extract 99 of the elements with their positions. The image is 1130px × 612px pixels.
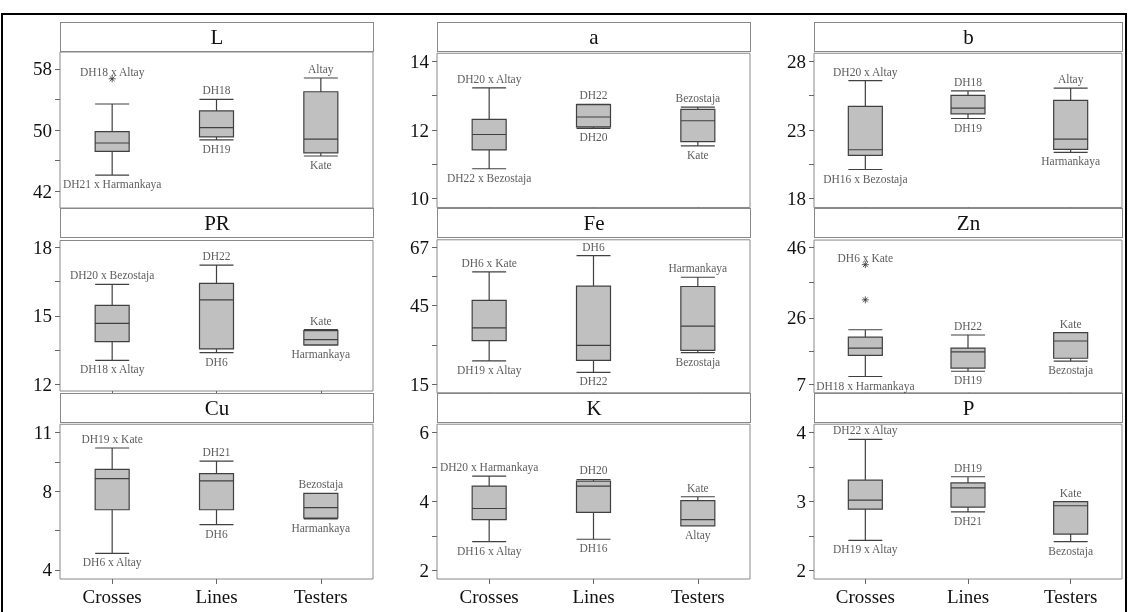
y-tick-label: 3 <box>796 491 806 513</box>
annotation: Altay <box>685 528 711 542</box>
annotation: DH21 <box>202 446 231 459</box>
annotation: DH22 <box>579 375 608 388</box>
x-tick-label: Crosses <box>82 586 142 607</box>
annotation: Harmankaya <box>1041 155 1101 169</box>
annotation: DH20 <box>579 464 608 477</box>
x-tick-label: Crosses <box>459 586 519 607</box>
y-tick-label: 4 <box>42 559 53 581</box>
annotation: Kate <box>1059 486 1082 499</box>
annotation: DH18 <box>953 75 983 88</box>
y-tick-label: 12 <box>33 374 52 396</box>
y-tick-label: 15 <box>33 305 52 327</box>
annotation: DH22 <box>579 89 608 102</box>
annotation: Bezostaja <box>298 478 344 492</box>
y-tick-label: 67 <box>410 236 429 258</box>
annotation: Harmankaya <box>291 348 351 362</box>
annotation: DH20 x Altay <box>833 65 898 79</box>
annotation: DH19 x Altay <box>833 543 898 557</box>
annotation: DH19 x Altay <box>456 363 522 377</box>
annotation: Bezostaja <box>1048 544 1094 558</box>
chart-title: Cu <box>60 393 374 423</box>
annotation: Kate <box>309 159 332 171</box>
annotation: DH16 x Bezostaja <box>823 172 908 186</box>
chart-title: P <box>814 393 1123 423</box>
annotation: Harmankaya <box>668 262 728 276</box>
annotation: DH20 x Altay <box>456 72 522 86</box>
annotation: DH19 <box>953 121 983 134</box>
y-tick-label: 28 <box>787 50 806 72</box>
annotation: DH18 x Harmankaya <box>816 379 915 393</box>
annotation: Altay <box>1057 73 1084 87</box>
y-tick-label: 12 <box>410 119 429 141</box>
y-tick-label: 50 <box>33 119 52 141</box>
chart-title: Zn <box>814 208 1123 238</box>
annotation: DH19 <box>953 461 983 474</box>
chart-title: K <box>437 393 751 423</box>
annotation: DH19 <box>202 142 231 155</box>
y-tick-label: 2 <box>419 560 429 582</box>
annotation: DH20 <box>579 131 608 144</box>
annotation: DH21 <box>953 514 983 527</box>
y-tick-label: 46 <box>787 236 806 258</box>
y-tick-label: 2 <box>796 560 806 582</box>
annotation: DH19 <box>953 374 983 387</box>
y-tick-label: 11 <box>33 422 52 443</box>
x-tick-label: Crosses <box>835 586 895 607</box>
y-tick-label: 45 <box>410 294 429 316</box>
annotation: Harmankaya <box>291 521 351 535</box>
annotation: DH6 x Altay <box>82 556 142 570</box>
x-tick-label: Lines <box>946 586 990 607</box>
y-tick-label: 7 <box>796 374 806 396</box>
x-tick-label: Lines <box>195 586 238 607</box>
annotation: Kate <box>686 481 709 494</box>
annotation: DH22 <box>953 320 983 333</box>
annotation: DH21 x Harmankaya <box>62 178 162 192</box>
annotation: DH18 <box>202 84 231 97</box>
annotation: DH6 x Kate <box>461 256 517 269</box>
annotation: DH18 x Altay <box>79 363 145 377</box>
y-tick-label: 26 <box>787 307 806 329</box>
annotation: Altay <box>308 63 334 76</box>
annotation: DH22 x Bezostaja <box>447 171 532 185</box>
annotation: DH16 x Altay <box>456 544 522 558</box>
annotation: Bezostaja <box>675 355 721 369</box>
y-tick-label: 6 <box>419 422 429 443</box>
annotation: Bezostaja <box>1048 364 1094 378</box>
chart-title: L <box>60 22 374 52</box>
x-tick-label: Testers <box>671 586 725 607</box>
y-tick-label: 18 <box>33 236 52 258</box>
chart-title: Fe <box>437 208 751 238</box>
y-tick-label: 4 <box>796 422 807 443</box>
annotation: DH16 <box>579 542 608 555</box>
y-tick-label: 8 <box>42 480 52 502</box>
chart-title: a <box>437 22 751 52</box>
annotation: DH6 <box>205 355 228 368</box>
annotation: Kate <box>1059 317 1082 330</box>
chart-title: b <box>814 22 1123 52</box>
x-tick-label: Testers <box>1043 586 1098 607</box>
annotation: DH6 <box>582 240 605 253</box>
y-tick-label: 18 <box>787 188 806 210</box>
y-tick-label: 15 <box>410 374 429 396</box>
annotation: DH20 x Bezostaja <box>70 269 155 283</box>
annotation: Kate <box>309 314 332 327</box>
chart-title: PR <box>60 208 374 238</box>
y-tick-label: 42 <box>33 180 52 202</box>
y-tick-label: 4 <box>419 491 430 513</box>
annotation: DH22 <box>202 250 231 263</box>
annotation: Kate <box>686 148 709 161</box>
annotation: DH6 <box>205 527 228 540</box>
y-tick-label: 14 <box>410 50 430 72</box>
annotation: Bezostaja <box>675 92 721 106</box>
x-tick-label: Lines <box>572 586 615 607</box>
annotation: DH20 x Harmankaya <box>439 461 539 475</box>
y-tick-label: 10 <box>410 188 429 210</box>
annotation: DH22 x Altay <box>833 424 898 438</box>
y-tick-label: 23 <box>787 119 806 141</box>
annotation: DH18 x Altay <box>79 65 145 79</box>
annotation: DH6 x Kate <box>837 251 894 264</box>
annotation: DH19 x Kate <box>81 432 143 445</box>
y-tick-label: 58 <box>33 58 52 80</box>
x-tick-label: Testers <box>294 586 348 607</box>
